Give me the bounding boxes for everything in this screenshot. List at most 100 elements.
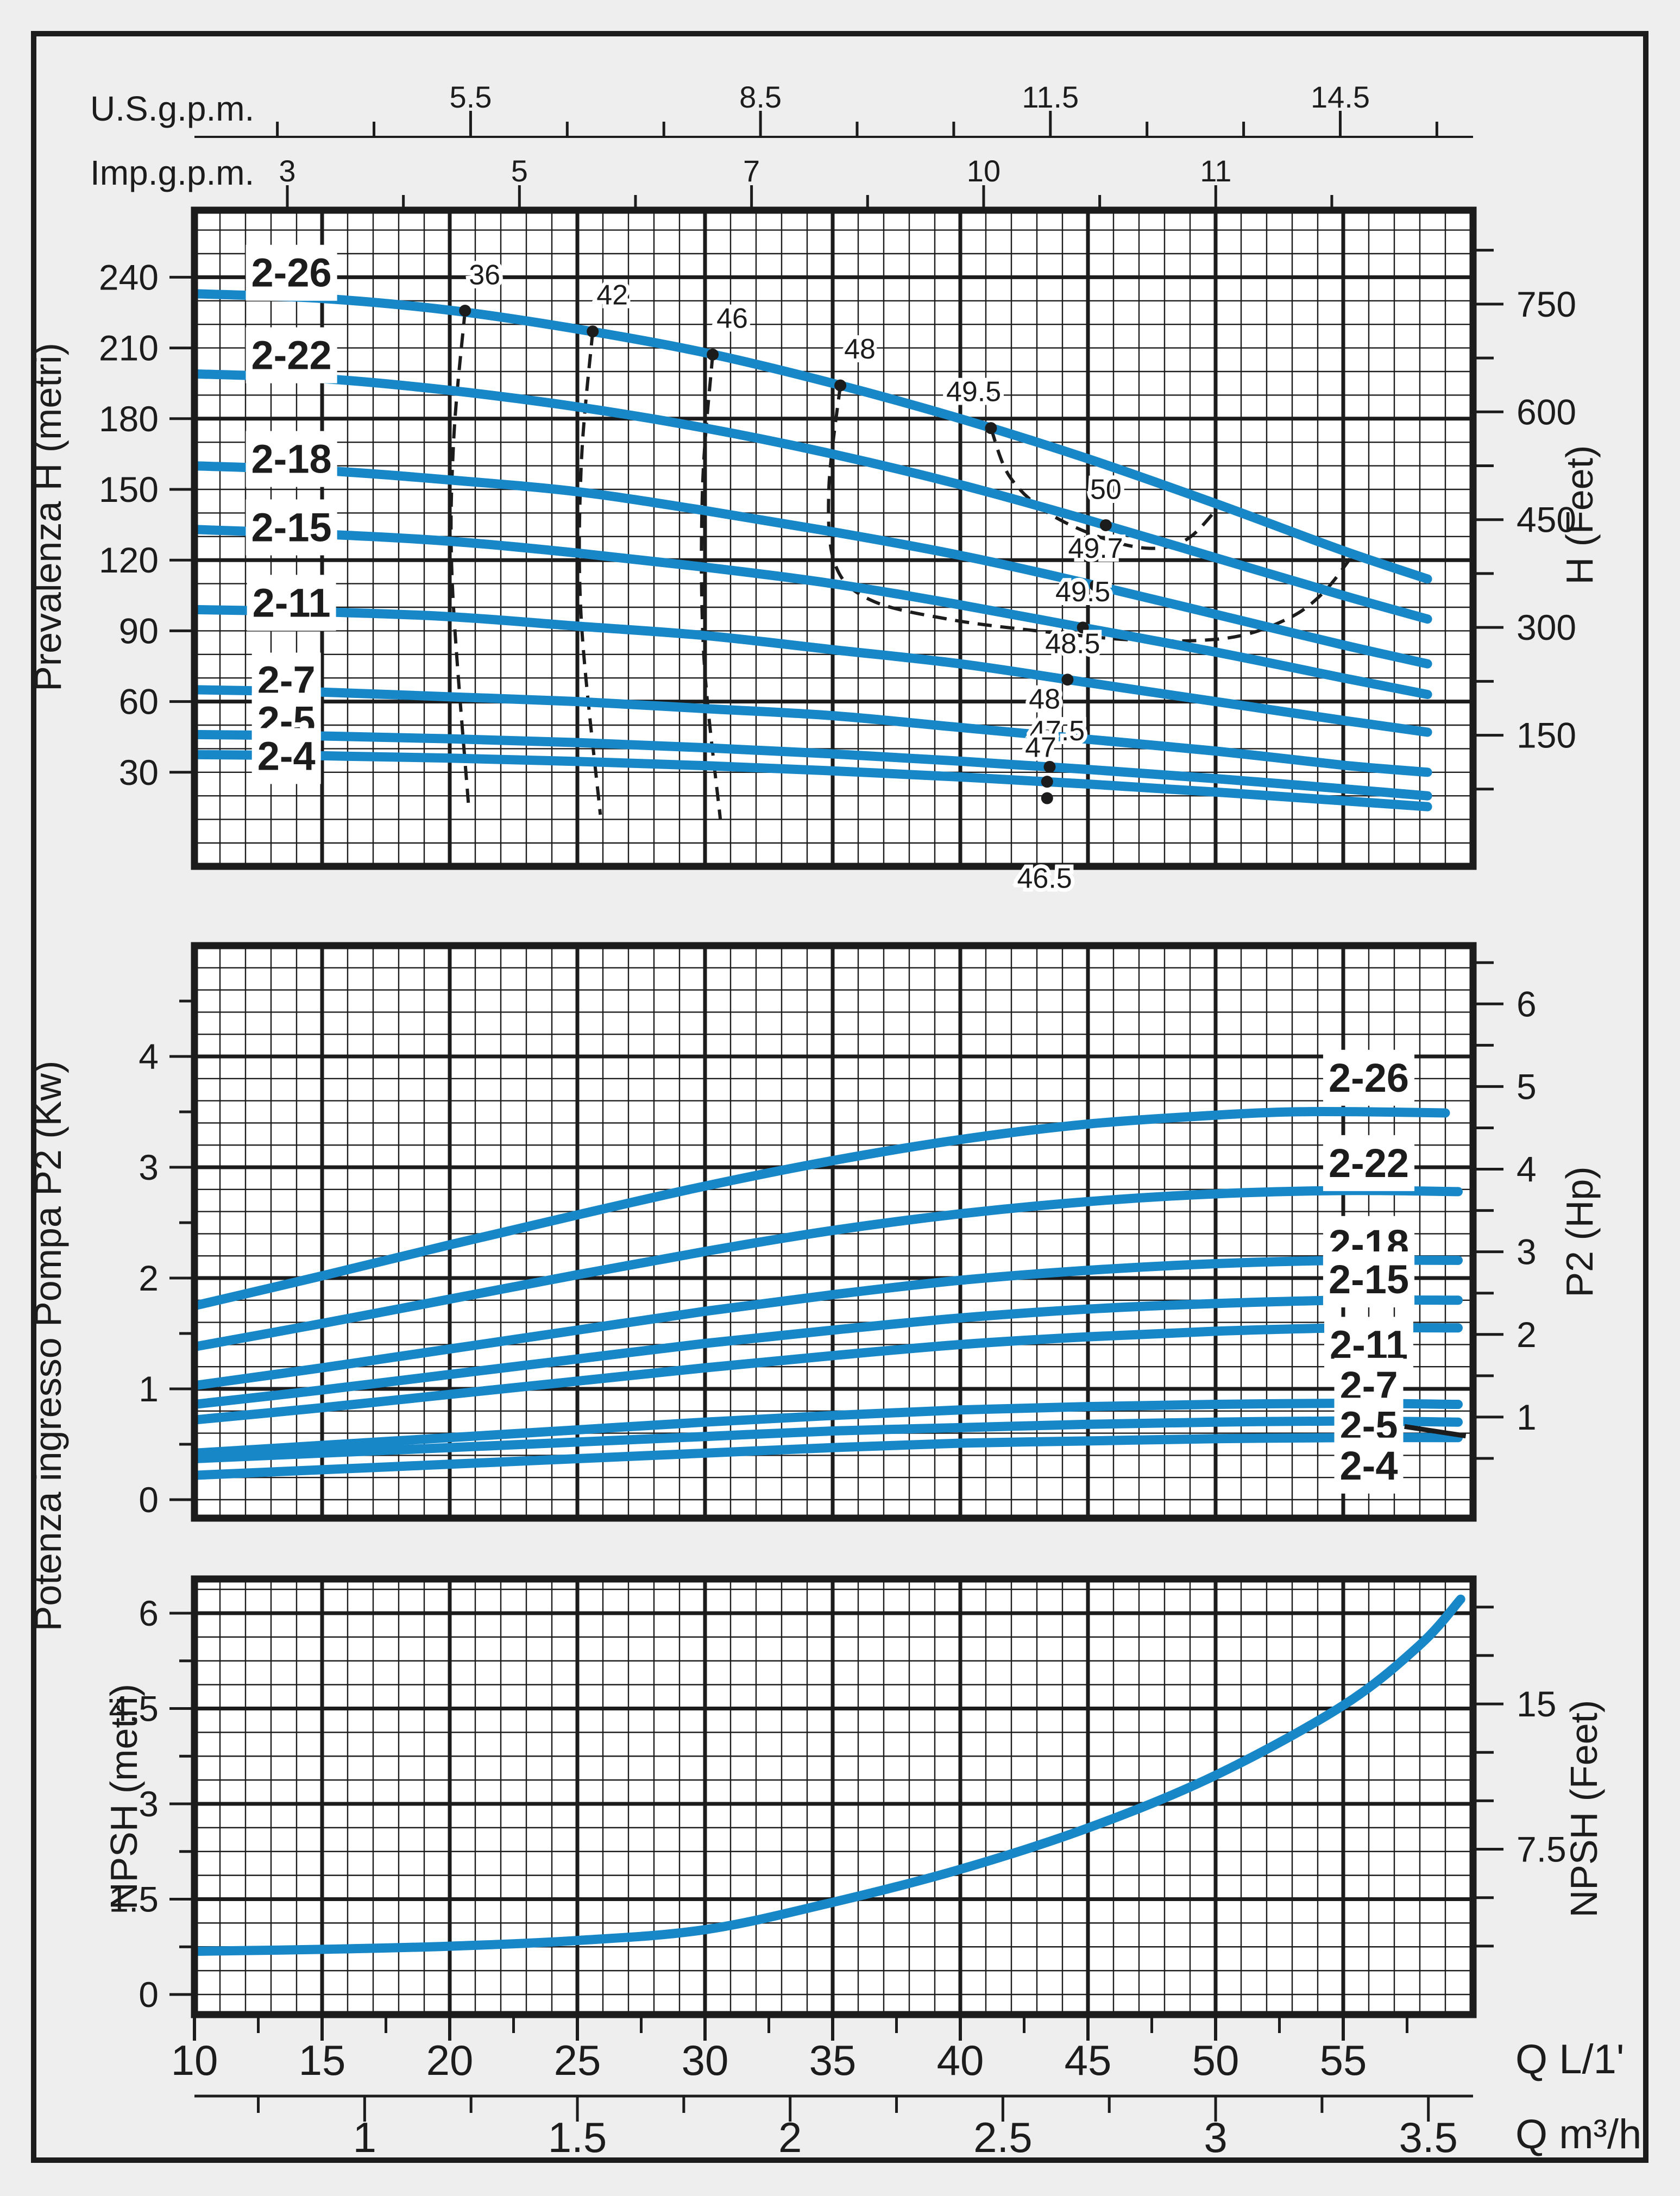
svg-text:2-26: 2-26	[251, 250, 332, 295]
head-ytick-120: 120	[99, 540, 159, 580]
head-rtick-450: 450	[1517, 500, 1576, 540]
flow-m3h-tick-2: 2	[778, 2113, 802, 2161]
npsh-rtick-15: 15	[1517, 1684, 1556, 1724]
power-rtick-6: 6	[1517, 984, 1537, 1024]
curve-power-2-18	[194, 1255, 1463, 1390]
flow-lmin-tick-45: 45	[1065, 2036, 1112, 2084]
power-ytick-0: 0	[139, 1480, 159, 1520]
flow-lmin-tick-50: 50	[1192, 2036, 1239, 2084]
efficiency-label-36: 36	[469, 259, 500, 291]
head-ytick-90: 90	[119, 611, 159, 651]
npsh-left-axis: 0 1.5 3 4.5 6	[109, 1593, 194, 2015]
us-gpm-tick-8.5: 8.5	[739, 80, 782, 114]
head-rtick-750: 750	[1517, 284, 1576, 324]
page-frame	[31, 31, 1648, 2163]
curve-label-head-2-15: 2-15	[246, 499, 337, 556]
npsh-ytick-6: 6	[139, 1593, 159, 1633]
efficiency-dot-47.5	[1043, 760, 1056, 773]
power-rtick-2: 2	[1517, 1314, 1537, 1355]
head-rtick-600: 600	[1517, 392, 1576, 432]
npsh-chart: 0 1.5 3 4.5 6 7.5 15	[109, 1575, 1566, 2018]
efficiency-dot-49.7	[1090, 580, 1102, 592]
power-ytick-4: 4	[139, 1036, 159, 1077]
head-ytick-150: 150	[99, 469, 159, 509]
power-y-axis-title: Potenza ingresso Pompa P2 (Kw)	[27, 1060, 69, 1632]
power-ytick-1: 1	[139, 1369, 159, 1409]
flow-m3h-ruler: 1 1.5 2 2.5 3 3.5	[194, 2094, 1473, 2161]
power-rtick-3: 3	[1517, 1232, 1537, 1272]
curve-power-2-5	[194, 1416, 1463, 1464]
svg-text:2-4: 2-4	[257, 733, 316, 778]
imp-gpm-tick-11: 11	[1200, 154, 1231, 188]
efficiency-label-49.7: 49.7	[1068, 533, 1123, 564]
imp-gpm-tick-3: 3	[279, 154, 295, 188]
flow-m3h-tick-1: 1	[353, 2113, 376, 2161]
head-ytick-240: 240	[99, 257, 159, 297]
efficiency-dot-46.5	[1041, 792, 1053, 804]
curve-label-power-2-4: 2-4	[1334, 1437, 1404, 1494]
efficiency-dot-49.5	[1077, 621, 1089, 634]
curve-npsh-NPSH	[194, 1594, 1465, 1956]
us-gpm-tick-11.5: 11.5	[1022, 80, 1079, 114]
us-gpm-tick-14.5: 14.5	[1311, 80, 1370, 114]
npsh-ytick-0: 0	[139, 1974, 159, 2015]
efficiency-label-50: 50	[1090, 474, 1122, 505]
svg-text:2-22: 2-22	[251, 333, 332, 378]
power-ytick-2: 2	[139, 1258, 159, 1298]
imp-gpm-tick-10: 10	[967, 154, 1001, 188]
efficiency-label-42: 42	[596, 279, 628, 311]
curve-label-power-2-15: 2-15	[1323, 1251, 1415, 1308]
flow-lmin-tick-25: 25	[554, 2036, 601, 2084]
head-plot-border	[191, 206, 1477, 870]
power-rtick-5: 5	[1517, 1066, 1537, 1106]
flow-m3h-tick-2.5: 2.5	[973, 2113, 1032, 2161]
efficiency-dot-48	[1041, 729, 1053, 742]
us-gpm-tick-5.5: 5.5	[449, 80, 492, 114]
head-curves	[194, 289, 1432, 811]
efficiency-contour-0	[449, 310, 471, 810]
flow-m3h-axis-title: Q m³/h	[1515, 2111, 1642, 2157]
flow-lmin-tick-10: 10	[171, 2036, 218, 2084]
curve-head-2-22	[194, 369, 1432, 624]
efficiency-label-48.5: 48.5	[1045, 628, 1100, 660]
power-left-axis: 0 1 2 3 4	[139, 999, 194, 1520]
power-ytick-3: 3	[139, 1147, 159, 1187]
curve-label-head-2-4: 2-4	[251, 728, 321, 784]
npsh-grid	[194, 1579, 1473, 2015]
npsh-ytick-1.5: 1.5	[109, 1879, 159, 1920]
label-leader-2-5	[1404, 1424, 1467, 1439]
flow-lmin-tick-20: 20	[426, 2036, 474, 2084]
power-right-axis: 1 2 3 4 5 6	[1474, 961, 1537, 1460]
imp-gpm-scale-title: Imp.g.p.m.	[90, 153, 255, 192]
svg-text:2-15: 2-15	[251, 505, 332, 550]
npsh-right-axis: 7.5 15	[1474, 1606, 1566, 1948]
svg-text:2-22: 2-22	[1329, 1141, 1409, 1186]
efficiency-label-49.5: 49.5	[1055, 576, 1110, 608]
svg-text:2-15: 2-15	[1329, 1257, 1409, 1302]
flow-lmin-tick-40: 40	[937, 2036, 984, 2084]
curve-power-2-26	[194, 1106, 1450, 1311]
efficiency-label-47: 47	[1025, 732, 1056, 764]
flow-lmin-tick-35: 35	[809, 2036, 857, 2084]
flow-lmin-axis-title: Q L/1'	[1515, 2036, 1625, 2082]
power-curves	[194, 1106, 1463, 1480]
flow-m3h-tick-3: 3	[1204, 2113, 1227, 2161]
head-right-axis: 150 300 450 600 750	[1474, 249, 1576, 791]
curve-label-power-2-22: 2-22	[1323, 1135, 1415, 1191]
power-rtick-4: 4	[1517, 1149, 1537, 1190]
us-gpm-scale-title: U.S.g.p.m.	[90, 89, 255, 128]
npsh-plot-border	[191, 1575, 1477, 2018]
curve-head-2-18	[194, 461, 1432, 669]
imp-gpm-ruler: 3 5 7 10 11	[279, 154, 1333, 209]
efficiency-dot-36	[459, 305, 471, 317]
curve-head-2-15	[194, 525, 1432, 700]
efficiency-dot-46	[707, 348, 719, 361]
efficiency-label-46.5: 46.5	[1017, 863, 1072, 894]
npsh-ytick-4.5: 4.5	[109, 1689, 159, 1729]
head-rtick-150: 150	[1517, 715, 1576, 756]
power-rtick-1: 1	[1517, 1397, 1537, 1437]
